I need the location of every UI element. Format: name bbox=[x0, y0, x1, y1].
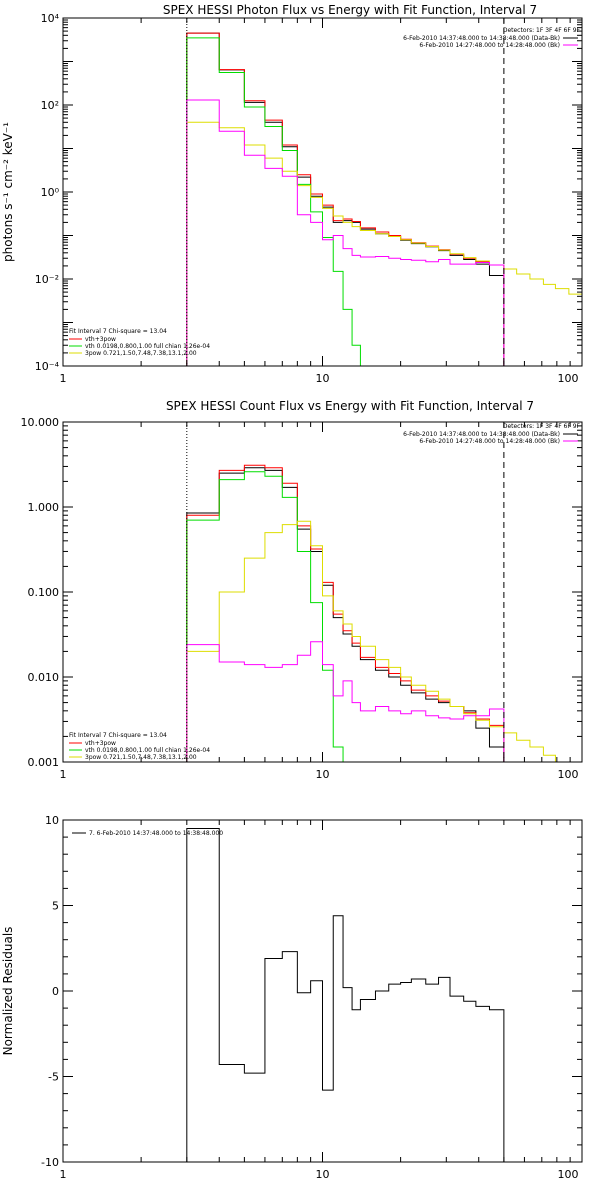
photon-flux-series-total-fit bbox=[186, 32, 505, 366]
count-flux-panel: SPEX HESSI Count Flux vs Energy with Fit… bbox=[21, 399, 583, 781]
photon-flux-legend-3pow: 3pow 0.721,1.50,7.48,7.38,13.1,2.00 bbox=[85, 350, 197, 357]
residuals-panel: Normalized Residuals 1 10 100 -10 -5 0 5 10 7. … bbox=[1, 814, 583, 1181]
photon-flux-panel: SPEX HESSI Photon Flux vs Energy with Fi… bbox=[1, 3, 583, 385]
count-flux-legend-data-bk: 6-Feb-2010 14:37:48.000 to 14:38:48.000 … bbox=[403, 431, 560, 438]
photon-flux-tick-labels: 1 10 100 10⁻⁴ 10⁻² 10⁰ 10² 10⁴ bbox=[35, 12, 579, 385]
count-flux-marker-lines bbox=[186, 422, 505, 762]
count-flux-fit-header: Fit Interval 7 Chi-square = 13.04 bbox=[69, 732, 167, 739]
residuals-legend: 7. 6-Feb-2010 14:37:48.000 to 14:38:48.0… bbox=[72, 830, 223, 837]
photon-flux-xtick-label: 100 bbox=[558, 372, 579, 385]
photon-flux-ytick-label: 10⁻² bbox=[35, 273, 59, 286]
count-flux-ytick-label: 1.000 bbox=[28, 501, 60, 514]
photon-flux-title: SPEX HESSI Photon Flux vs Energy with Fi… bbox=[163, 3, 537, 17]
count-flux-series-background bbox=[186, 641, 505, 762]
count-flux-legend-fit: vth+3pow bbox=[85, 740, 116, 747]
photon-flux-fit-header: Fit Interval 7 Chi-square = 13.04 bbox=[69, 328, 167, 335]
photon-flux-xtick-label: 1 bbox=[60, 372, 67, 385]
photon-flux-plot-area bbox=[186, 32, 582, 366]
photon-flux-ylabel: photons s⁻¹ cm⁻² keV⁻¹ bbox=[1, 122, 15, 262]
count-flux-ytick-label: 0.100 bbox=[28, 586, 60, 599]
count-flux-series-thermal bbox=[186, 471, 353, 762]
photon-flux-legend-top: Detectors: 1F 3F 4F 6F 9F 6-Feb-2010 14:… bbox=[403, 27, 580, 49]
count-flux-legend-bottom: Fit Interval 7 Chi-square = 13.04 vth+3p… bbox=[69, 732, 210, 761]
count-flux-plot-area bbox=[186, 464, 582, 762]
photon-flux-marker-lines bbox=[186, 18, 505, 366]
photon-flux-legend-vth: vth 0.0198,0.800,1.00 full chian 1.26e-0… bbox=[85, 343, 210, 350]
count-flux-series-total-fit bbox=[186, 464, 505, 762]
photon-flux-ytick-label: 10² bbox=[41, 99, 59, 112]
count-flux-axes bbox=[62, 421, 583, 763]
residuals-ytick-label: -10 bbox=[41, 1156, 59, 1169]
photon-flux-ytick-label: 10⁴ bbox=[41, 12, 60, 25]
residuals-xtick-label: 100 bbox=[558, 1168, 579, 1181]
photon-flux-legend-bottom: Fit Interval 7 Chi-square = 13.04 vth+3p… bbox=[69, 328, 210, 357]
count-flux-series-data bbox=[186, 467, 505, 762]
photon-flux-ytick-label: 10⁻⁴ bbox=[35, 360, 60, 373]
residuals-ytick-label: 10 bbox=[45, 814, 59, 827]
photon-flux-ytick-label: 10⁰ bbox=[41, 186, 60, 199]
count-flux-legend-vth: vth 0.0198,0.800,1.00 full chian 1.26e-0… bbox=[85, 747, 210, 754]
residuals-plot-area bbox=[186, 828, 505, 1162]
count-flux-xtick-label: 10 bbox=[316, 768, 330, 781]
photon-flux-axes bbox=[62, 17, 583, 367]
count-flux-ytick-label: 10.000 bbox=[21, 416, 60, 429]
photon-flux-legend-bk: 6-Feb-2010 14:27:48.000 to 14:28:48.000 … bbox=[419, 42, 560, 49]
count-flux-legend-bk: 6-Feb-2010 14:27:48.000 to 14:28:48.000 … bbox=[419, 438, 560, 445]
count-flux-series-power-law bbox=[186, 520, 582, 762]
photon-flux-series-data bbox=[186, 32, 505, 366]
residuals-tick-labels: 1 10 100 -10 -5 0 5 10 bbox=[41, 814, 578, 1181]
residuals-legend-label: 7. 6-Feb-2010 14:37:48.000 to 14:38:48.0… bbox=[89, 830, 223, 837]
photon-flux-series-power-law bbox=[186, 121, 582, 366]
count-flux-ytick-label: 0.001 bbox=[28, 756, 60, 769]
residuals-ylabel: Normalized Residuals bbox=[1, 927, 15, 1056]
count-flux-xtick-label: 1 bbox=[60, 768, 67, 781]
residuals-series-data bbox=[186, 828, 505, 1162]
residuals-xtick-label: 10 bbox=[316, 1168, 330, 1181]
photon-flux-series-background bbox=[186, 99, 505, 366]
photon-flux-legend-data-bk: 6-Feb-2010 14:37:48.000 to 14:38:48.000 … bbox=[403, 35, 560, 42]
photon-flux-detectors: Detectors: 1F 3F 4F 6F 9F bbox=[503, 27, 581, 34]
count-flux-legend-3pow: 3pow 0.721,1.50,7.48,7.38,13.1,2.00 bbox=[85, 754, 197, 761]
residuals-ytick-label: -5 bbox=[48, 1071, 59, 1084]
residuals-ytick-label: 0 bbox=[52, 985, 59, 998]
residuals-ytick-label: 5 bbox=[52, 900, 59, 913]
photon-flux-series-thermal bbox=[186, 37, 376, 366]
count-flux-title: SPEX HESSI Count Flux vs Energy with Fit… bbox=[166, 399, 534, 413]
photon-flux-xtick-label: 10 bbox=[316, 372, 330, 385]
count-flux-detectors: Detectors: 1F 3F 4F 6F 9F bbox=[503, 423, 581, 430]
count-flux-xtick-label: 100 bbox=[558, 768, 579, 781]
count-flux-ytick-label: 0.010 bbox=[28, 671, 60, 684]
count-flux-legend-top: Detectors: 1F 3F 4F 6F 9F 6-Feb-2010 14:… bbox=[403, 423, 580, 445]
residuals-xtick-label: 1 bbox=[60, 1168, 67, 1181]
photon-flux-legend-fit: vth+3pow bbox=[85, 336, 116, 343]
residuals-axes bbox=[62, 819, 583, 1163]
count-flux-tick-labels: 1 10 100 0.001 0.010 0.100 1.000 10.000 bbox=[21, 416, 579, 781]
